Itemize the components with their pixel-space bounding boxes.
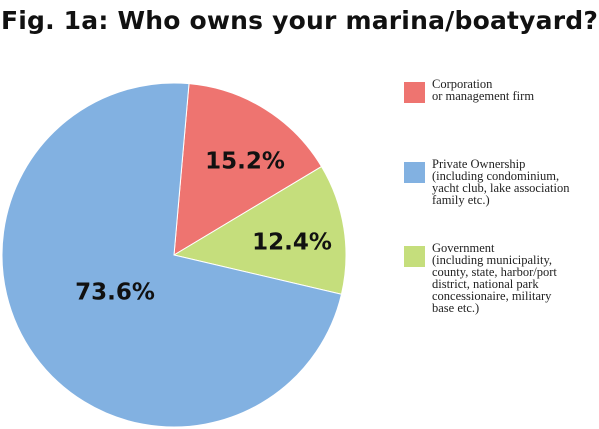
- chart-title: Fig. 1a: Who owns your marina/boatyard?: [0, 6, 599, 35]
- slice-value-label: 73.6%: [75, 280, 155, 306]
- pie-slice-2: [172, 165, 347, 295]
- legend-label-line: yacht club, lake association: [432, 181, 570, 195]
- legend-label-line: Private Ownership: [432, 157, 526, 171]
- legend-label-line: Corporation: [432, 77, 493, 91]
- legend-label-line: or management firm: [432, 89, 535, 103]
- pie-slice-1: [173, 83, 323, 256]
- legend-label-line: family etc.): [432, 193, 490, 207]
- legend-label: Corporation or management firm: [432, 77, 598, 103]
- legend-label: Private Ownership (including condominium,…: [432, 157, 598, 207]
- legend-label-line: base etc.): [432, 301, 480, 315]
- slice-value-label: 12.4%: [252, 230, 332, 256]
- legend-label-line: (including condominium,: [432, 169, 560, 183]
- legend-swatch: [404, 162, 425, 183]
- slice-value-label: 15.2%: [205, 149, 285, 175]
- legend-label-line: district, national park: [432, 277, 539, 291]
- legend-swatch: [404, 246, 425, 267]
- legend-label-line: Government: [432, 241, 495, 255]
- legend-label-line: (including municipality,: [432, 253, 553, 267]
- legend-label-line: county, state, harbor/port: [432, 265, 557, 279]
- legend-swatch: [404, 82, 425, 103]
- legend-label-line: concessionaire, military: [432, 289, 552, 303]
- legend-label: Government (including municipality, county…: [432, 241, 598, 315]
- pie-slice-3: [1, 82, 343, 428]
